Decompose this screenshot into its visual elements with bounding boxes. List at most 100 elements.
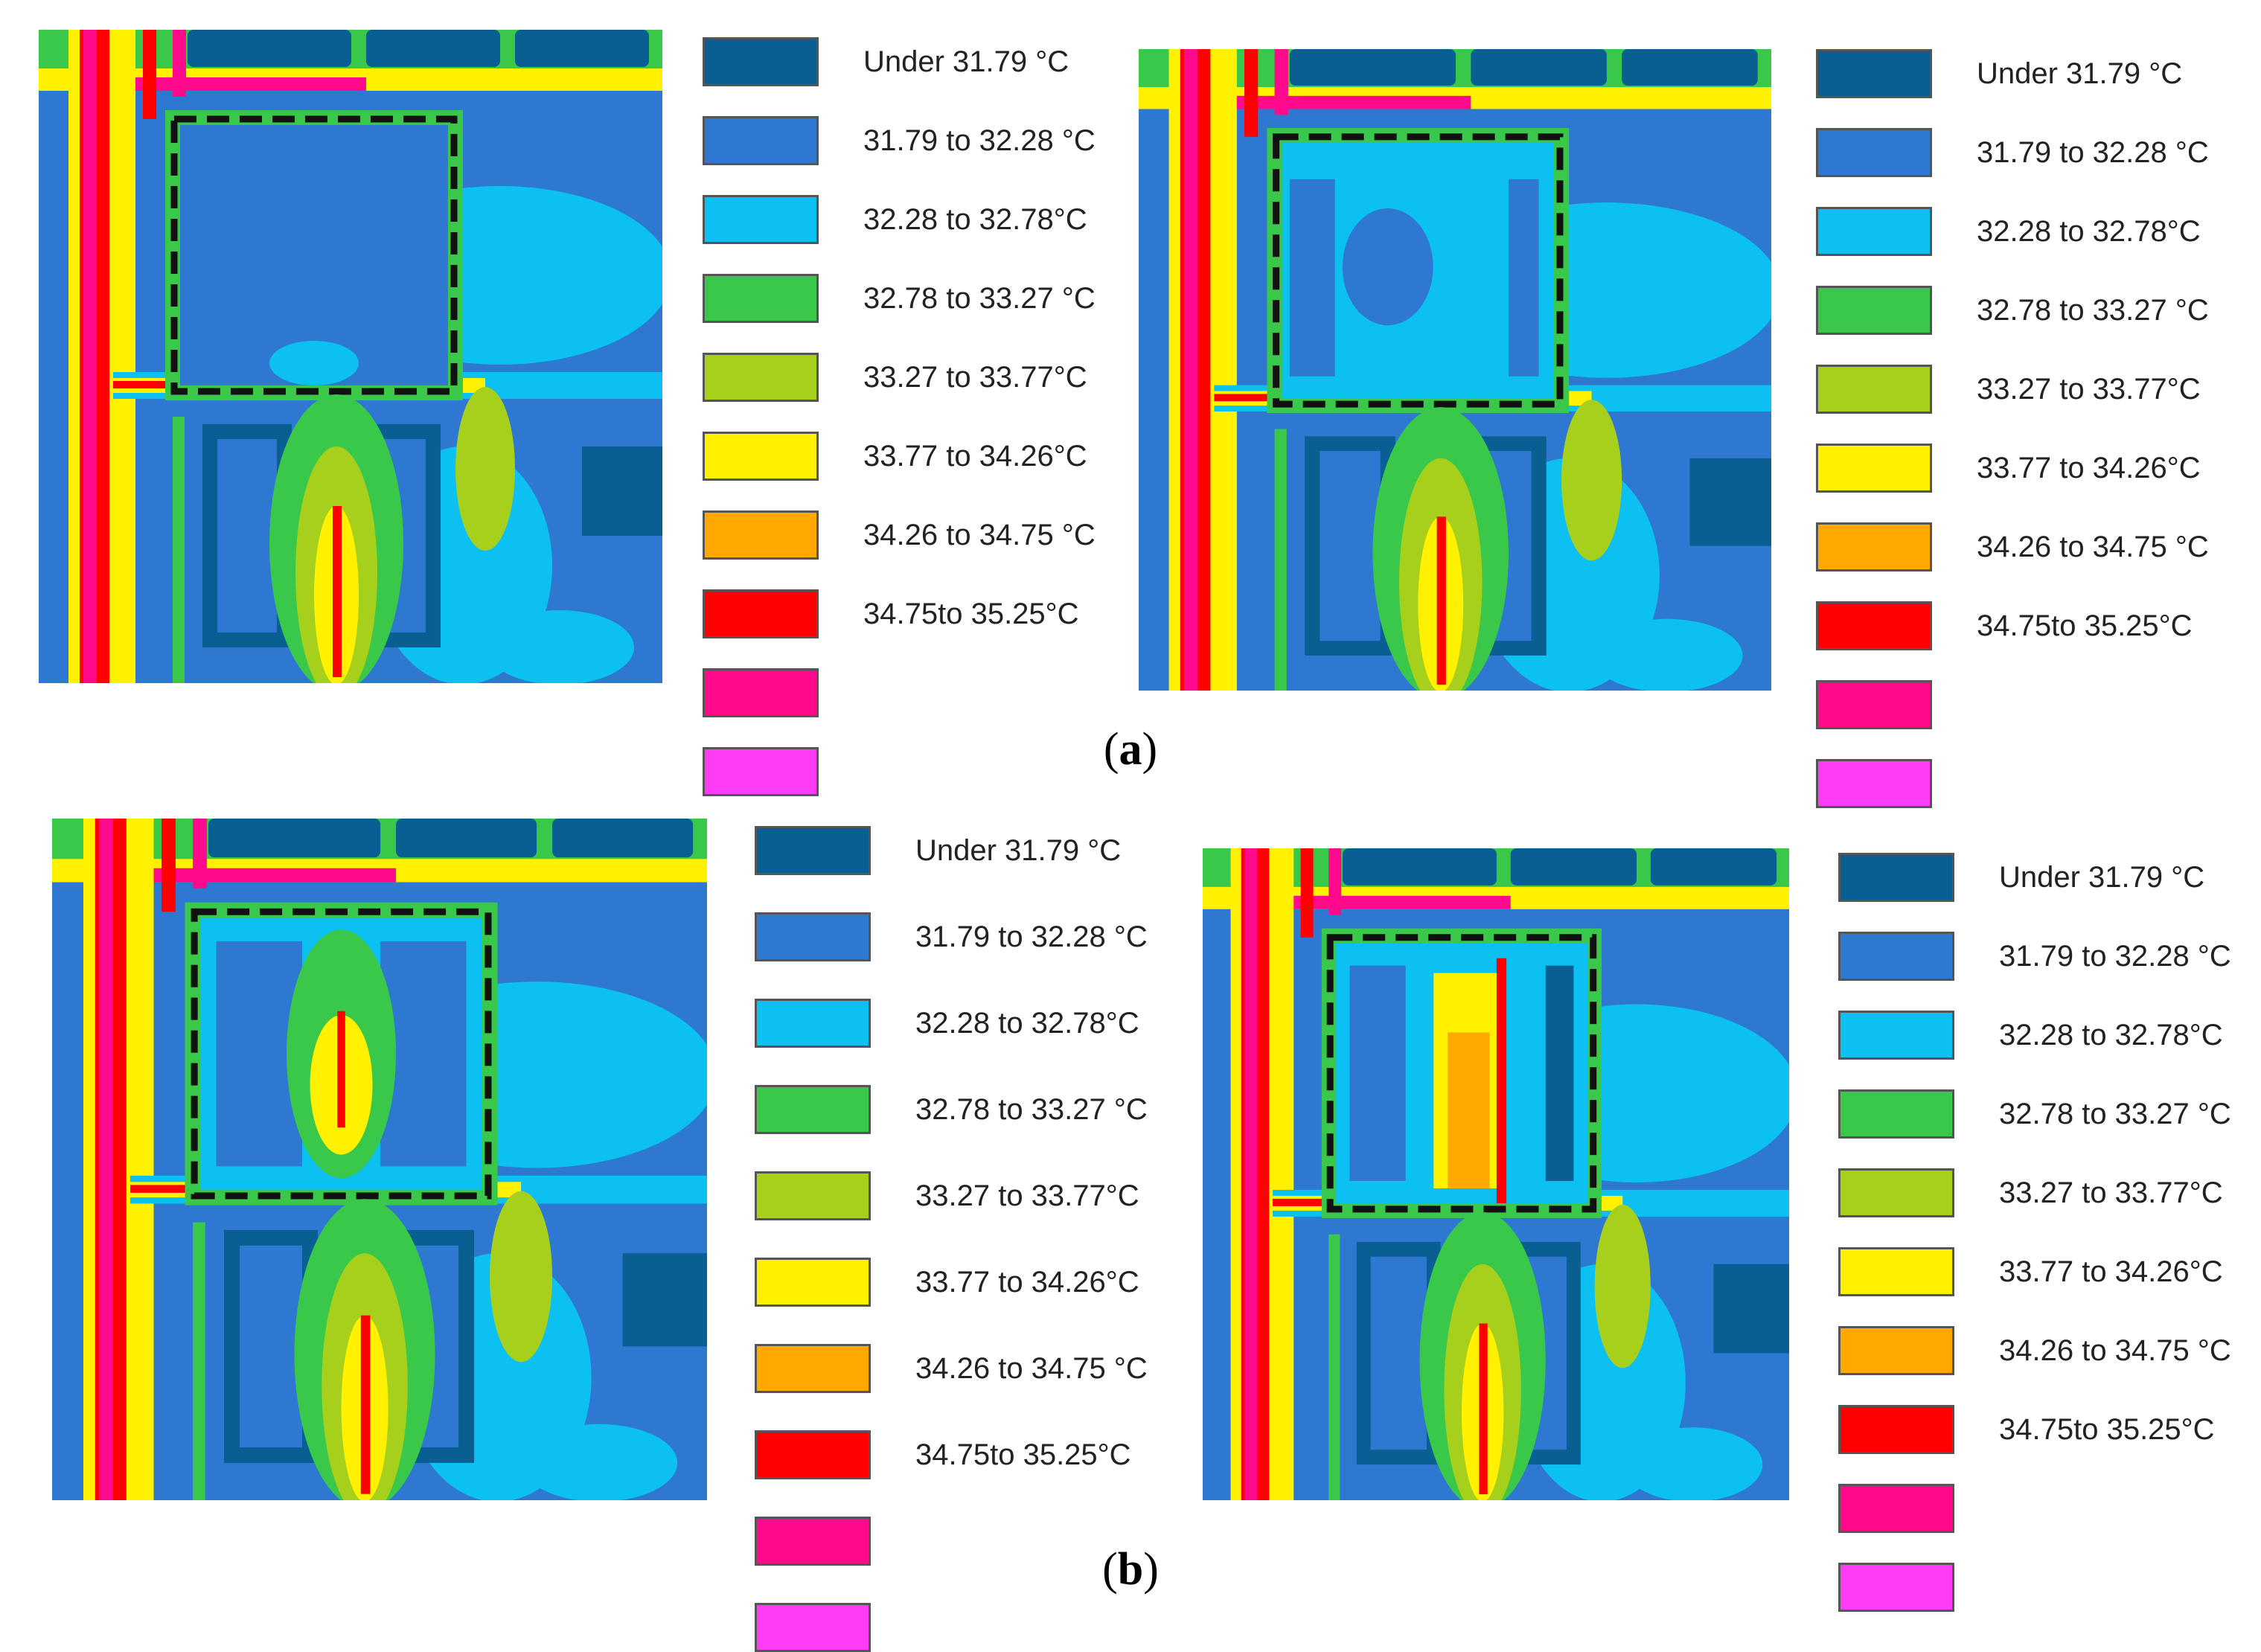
legend-label: 34.75to 35.25°C (1999, 1413, 2215, 1446)
top-road-hot (1229, 95, 1471, 109)
legend-label: 33.27 to 33.77°C (1999, 1176, 2223, 1209)
top-building (1289, 49, 1456, 86)
legend-label: Under 31.79 °C (1999, 861, 2205, 894)
legend-swatch (703, 432, 819, 481)
legend-label: Under 31.79 °C (915, 834, 1122, 867)
side-road-hot (1300, 848, 1314, 938)
legend-swatch (1838, 1089, 1954, 1139)
side-road-hot (1274, 49, 1288, 115)
thermal-map-svg (39, 30, 662, 683)
cold-spot-building (1713, 1264, 1789, 1354)
legend-swatch (755, 999, 871, 1048)
lower-building-inner (1320, 450, 1381, 641)
legend-swatch (1838, 1563, 1954, 1612)
study-area-outline (1273, 133, 1564, 408)
legend-label: 32.78 to 33.27 °C (863, 282, 1096, 315)
legend-swatch (703, 274, 819, 323)
top-building (188, 30, 351, 67)
courtyard-building (1289, 179, 1335, 377)
legend-swatch (1816, 207, 1932, 256)
top-building (1510, 848, 1637, 886)
legend-swatch (1838, 1405, 1954, 1454)
cold-spot-building (1689, 458, 1771, 546)
study-area-outline (191, 908, 492, 1200)
legend-label: 34.26 to 34.75 °C (1999, 1334, 2231, 1367)
top-road-hot (146, 868, 397, 883)
plume-core (360, 1315, 371, 1494)
caption-b: (b) (1102, 1544, 1159, 1595)
lower-lane (1274, 429, 1287, 691)
legend-label: 34.75to 35.25°C (1977, 609, 2193, 642)
legend-swatch (1816, 286, 1932, 335)
legend-label: 33.27 to 33.77°C (1977, 373, 2201, 406)
legend-swatch (755, 1171, 871, 1220)
legend-swatch (1838, 1484, 1954, 1533)
main-road-core (1183, 49, 1198, 691)
legend-swatch (1816, 522, 1932, 572)
legend-label: 33.77 to 34.26°C (1999, 1255, 2223, 1288)
top-building (1650, 848, 1777, 886)
plume-core (1479, 1323, 1488, 1495)
side-road-hot (1244, 49, 1259, 137)
courtyard-building (1545, 965, 1574, 1181)
side-plume (1561, 400, 1622, 561)
courtyard-hotline (1496, 958, 1507, 1203)
thermal-map-b-left (52, 819, 707, 1500)
legend-swatch (1838, 1326, 1954, 1375)
top-building (1471, 49, 1607, 86)
thermal-map-svg (52, 819, 707, 1500)
legend-label: 33.27 to 33.77°C (915, 1179, 1139, 1212)
lower-building-inner (240, 1245, 303, 1448)
legend-swatch (755, 912, 871, 961)
legend-label: 33.77 to 34.26°C (915, 1266, 1139, 1299)
plume-core (1436, 516, 1446, 685)
legend-swatch (1816, 601, 1932, 650)
legend-swatch (755, 1085, 871, 1134)
legend-label: 31.79 to 32.28 °C (1977, 136, 2209, 169)
top-building (396, 819, 537, 858)
legend-swatch (755, 1258, 871, 1307)
legend-label: Under 31.79 °C (1977, 57, 2183, 90)
legend-swatch (1816, 444, 1932, 493)
legend-label: 31.79 to 32.28 °C (1999, 940, 2231, 973)
legend-swatch (703, 668, 819, 717)
courtyard-building (1509, 179, 1539, 377)
legend-swatch (1816, 128, 1932, 177)
legend-label: 34.26 to 34.75 °C (1977, 531, 2209, 563)
legend-swatch (1816, 49, 1932, 98)
legend-swatch (755, 1603, 871, 1652)
study-area-outline (1326, 934, 1597, 1213)
legend-label: 31.79 to 32.28 °C (915, 921, 1148, 953)
legend-label: 32.28 to 32.78°C (1977, 215, 2201, 248)
cool-zone (1591, 618, 1743, 691)
legend-swatch (1816, 365, 1932, 414)
legend-label: 31.79 to 32.28 °C (863, 124, 1096, 157)
lower-lane (193, 1222, 205, 1500)
main-road-core (99, 819, 113, 1500)
legend-swatch (1838, 1011, 1954, 1060)
thermal-map-a-right (1139, 49, 1771, 691)
cool-zone (521, 1424, 678, 1500)
thermal-map-svg (1139, 49, 1771, 691)
thermal-map-b-right (1203, 848, 1789, 1500)
legend-label: 33.77 to 34.26°C (863, 440, 1087, 473)
legend-swatch (1816, 680, 1932, 729)
courtyard-channel-hot (1448, 1032, 1490, 1188)
plume-core (333, 506, 342, 677)
legend-label: 32.28 to 32.78°C (1999, 1019, 2223, 1051)
courtyard-building (1349, 965, 1406, 1181)
top-building (208, 819, 381, 858)
side-road-hot (173, 30, 186, 97)
legend-label: 33.27 to 33.77°C (863, 361, 1087, 394)
lower-building-inner (217, 439, 277, 633)
courtyard-building (195, 140, 433, 371)
side-plume (490, 1191, 553, 1363)
top-building (366, 30, 500, 67)
legend-label: 34.75to 35.25°C (915, 1438, 1131, 1471)
caption-a: (a) (1103, 724, 1158, 775)
legend-swatch (755, 1430, 871, 1479)
legend-swatch (1838, 1168, 1954, 1217)
legend-label: 32.28 to 32.78°C (915, 1007, 1139, 1040)
legend-label: 32.28 to 32.78°C (863, 203, 1087, 236)
top-road-hot (128, 77, 366, 91)
